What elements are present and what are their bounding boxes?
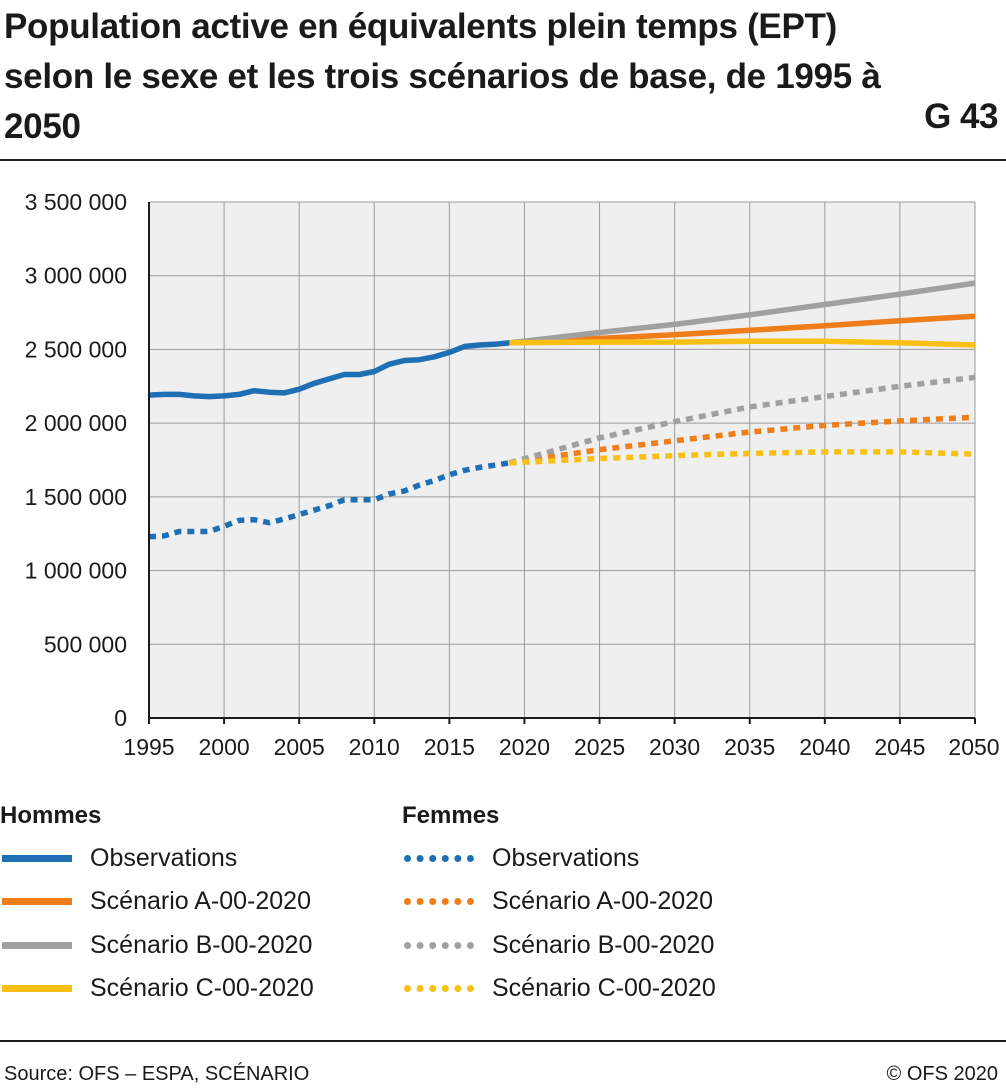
legend-swatch: [2, 898, 72, 905]
legend-item: Observations: [2, 838, 237, 878]
x-tick-label: 2025: [574, 734, 625, 760]
series-line: [148, 460, 510, 540]
series-line: [148, 340, 510, 400]
bottom-divider: [0, 1040, 1006, 1042]
x-tick-label: 2000: [199, 734, 250, 760]
y-tick-label: 2 000 000: [25, 410, 127, 436]
legend-item: Scénario B-00-2020: [404, 925, 714, 965]
y-tick-label: 3 000 000: [25, 263, 127, 289]
x-tick-label: 2050: [948, 734, 999, 760]
series-line: [509, 449, 976, 466]
legend-swatch: [404, 941, 474, 949]
copyright-note: © OFS 2020: [886, 1063, 998, 1085]
y-tick-label: 1 000 000: [25, 558, 127, 584]
legend-item: Observations: [404, 838, 639, 878]
legend-label: Scénario C-00-2020: [492, 974, 716, 1002]
chart-title: Population active en équivalents plein t…: [4, 7, 881, 146]
legend-item: Scénario C-00-2020: [404, 969, 716, 1009]
series-lines: [148, 280, 976, 540]
x-tick-label: 2010: [349, 734, 400, 760]
gridlines: [148, 201, 976, 719]
y-tick-label: 500 000: [44, 631, 127, 657]
x-tick-label: 2005: [274, 734, 325, 760]
y-tick-label: 2 500 000: [25, 336, 127, 362]
x-tick-label: 2045: [874, 734, 925, 760]
series-line: [508, 374, 976, 466]
legend-label: Scénario A-00-2020: [492, 887, 713, 915]
series-line: [509, 414, 976, 466]
y-tick-label: 1 500 000: [25, 484, 127, 510]
legend-label: Observations: [492, 843, 640, 872]
x-tick-label: 2030: [649, 734, 700, 760]
legend-label: Scénario C-00-2020: [90, 974, 314, 1002]
legend-heading-hommes: Hommes: [0, 802, 102, 829]
legend-swatch: [404, 898, 474, 905]
chart-id: G 43: [924, 97, 998, 136]
legend-item: Scénario B-00-2020: [2, 925, 312, 965]
y-tick-label: 0: [114, 705, 127, 731]
x-tick-label: 2015: [424, 734, 475, 760]
legend-swatch: [2, 941, 72, 949]
x-tick-label: 2020: [499, 734, 550, 760]
top-divider: [0, 159, 1006, 161]
legend-heading-femmes: Femmes: [402, 802, 500, 829]
legend-label: Scénario B-00-2020: [90, 930, 313, 959]
legend-swatch: [404, 985, 474, 992]
legend-item: Scénario C-00-2020: [2, 969, 314, 1009]
line-chart: 0 500 000 1 000 000 1 500 000 2 000 000 2 500…: [25, 189, 1000, 760]
legend-label: Observations: [90, 843, 238, 872]
x-tick-label: 1995: [123, 734, 174, 760]
legend-item: Scénario A-00-2020: [2, 882, 311, 922]
series-line: [509, 338, 976, 348]
legend-swatch: [404, 854, 474, 862]
x-tick-label: 2035: [724, 734, 775, 760]
legend-label: Scénario B-00-2020: [492, 930, 715, 959]
axes: 0 500 000 1 000 000 1 500 000 2 000 000 2 500…: [25, 189, 1000, 760]
series-line: [509, 280, 976, 346]
legend-swatch: [2, 985, 72, 992]
source-note: Source: OFS – ESPA, SCÉNARIO: [4, 1063, 310, 1085]
x-tick-label: 2040: [799, 734, 850, 760]
legend-item: Scénario A-00-2020: [404, 882, 713, 922]
series-line: [509, 313, 976, 346]
y-tick-label: 3 500 000: [25, 189, 127, 215]
legend-swatch: [2, 854, 72, 862]
legend-label: Scénario A-00-2020: [90, 887, 311, 915]
